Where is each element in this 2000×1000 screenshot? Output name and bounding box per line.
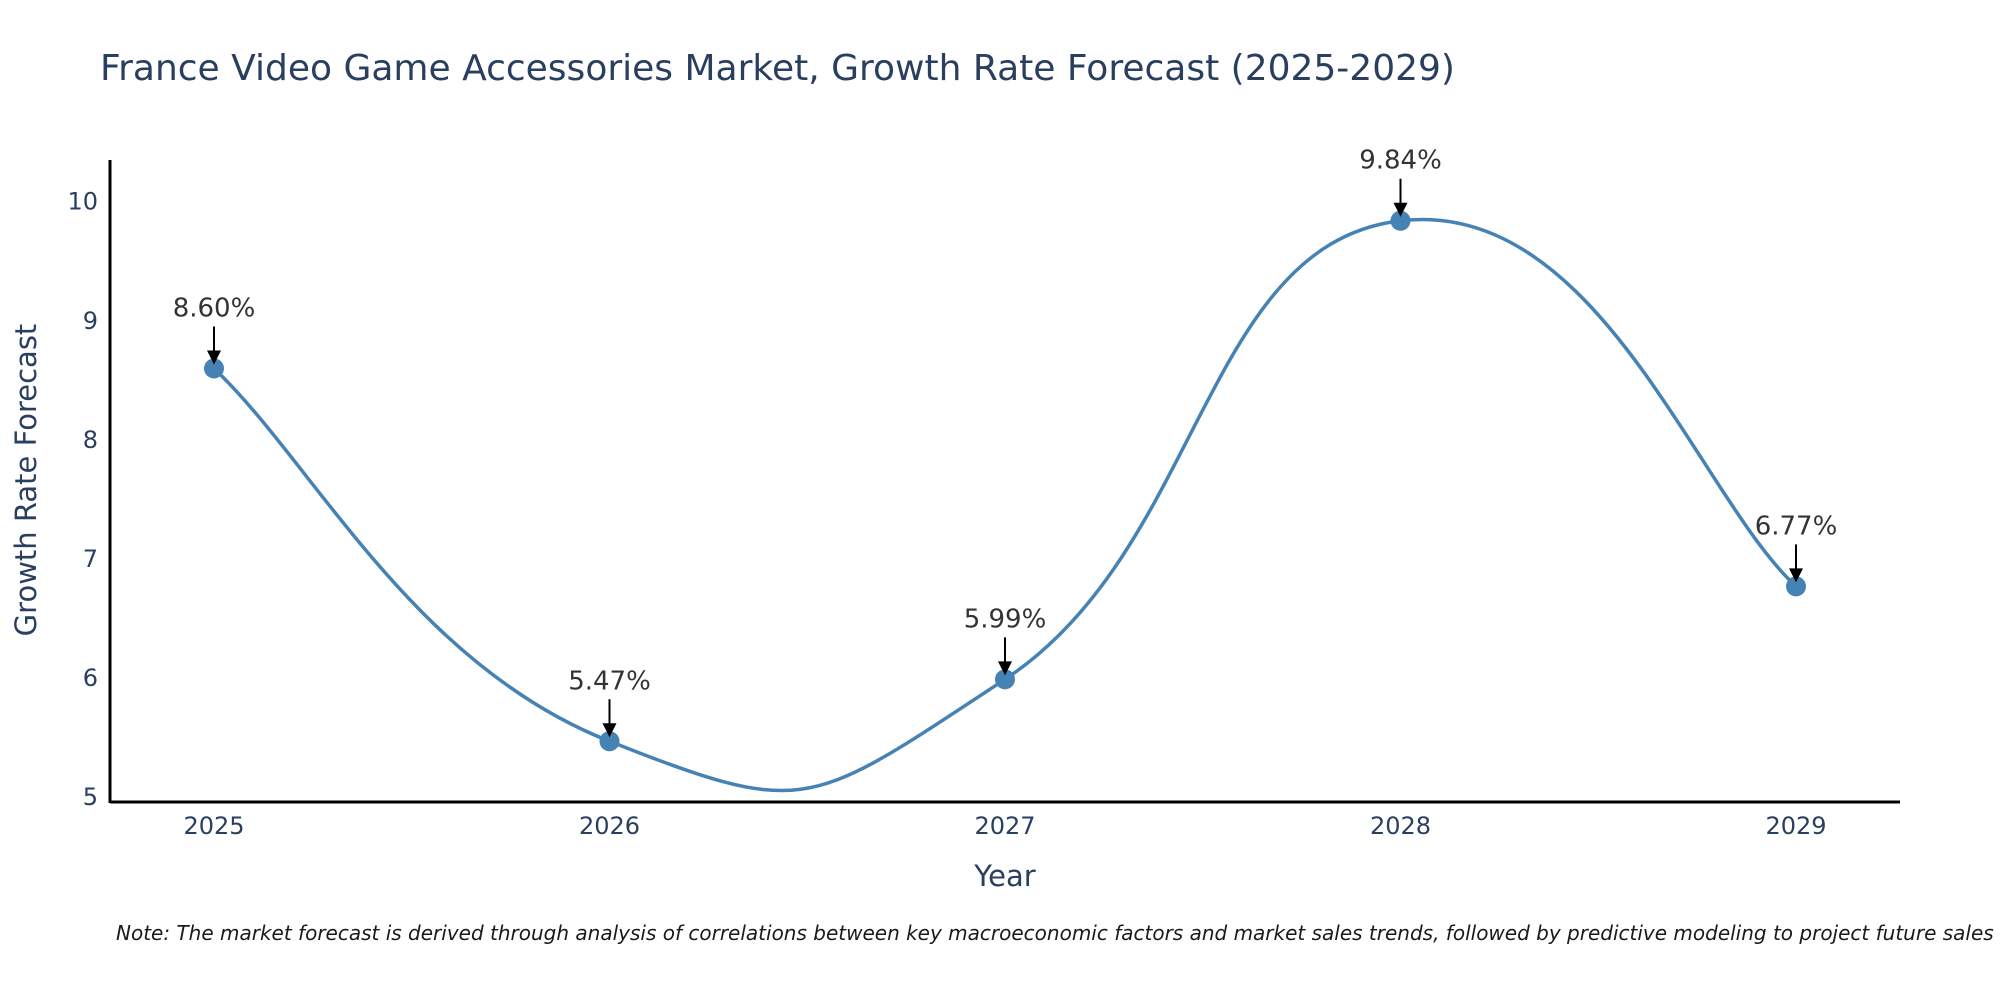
y-tick-label: 9 [83,307,98,335]
y-tick-label: 8 [83,426,98,454]
data-point [995,669,1015,690]
x-tick-label: 2026 [579,812,640,840]
annotation-arrowhead [998,661,1012,676]
annotation-label: 5.99% [964,604,1047,634]
x-tick-label: 2025 [183,812,244,840]
data-point [204,358,224,379]
annotation-label: 6.77% [1755,511,1838,541]
series-markers [204,210,1806,752]
y-tick-label: 10 [67,188,98,216]
y-tick-label: 6 [83,664,98,692]
x-tick-label: 2027 [974,812,1035,840]
annotation-label: 9.84% [1359,146,1442,176]
x-tick-label: 2029 [1765,812,1826,840]
footnote: Note: The market forecast is derived thr… [116,921,1994,945]
x-axis-title: Year [973,859,1035,893]
annotation-label: 5.47% [568,666,651,696]
annotation-arrowhead [1393,202,1408,217]
annotation-arrowhead [602,723,617,738]
x-axis-ticks: 2025 2026 2027 2028 2029 [183,812,1826,840]
chart-title: France Video Game Accessories Market, Gr… [100,48,1455,89]
y-axis-title: Growth Rate Forecast [9,324,43,637]
y-axis-ticks: 5 6 7 8 9 10 [67,188,98,812]
annotation-arrowhead [207,350,221,365]
data-annotations: 8.60% 5.47% 5.99% 9.84% 6.77% [173,146,1838,738]
annotation-arrowhead [1789,568,1803,583]
data-point [1390,210,1411,231]
data-point [1786,576,1806,597]
series-line [212,217,1798,793]
data-point [599,731,620,752]
y-tick-label: 7 [83,545,98,573]
annotation-label: 8.60% [173,293,256,323]
y-tick-label: 5 [83,783,98,811]
x-tick-label: 2028 [1370,812,1431,840]
